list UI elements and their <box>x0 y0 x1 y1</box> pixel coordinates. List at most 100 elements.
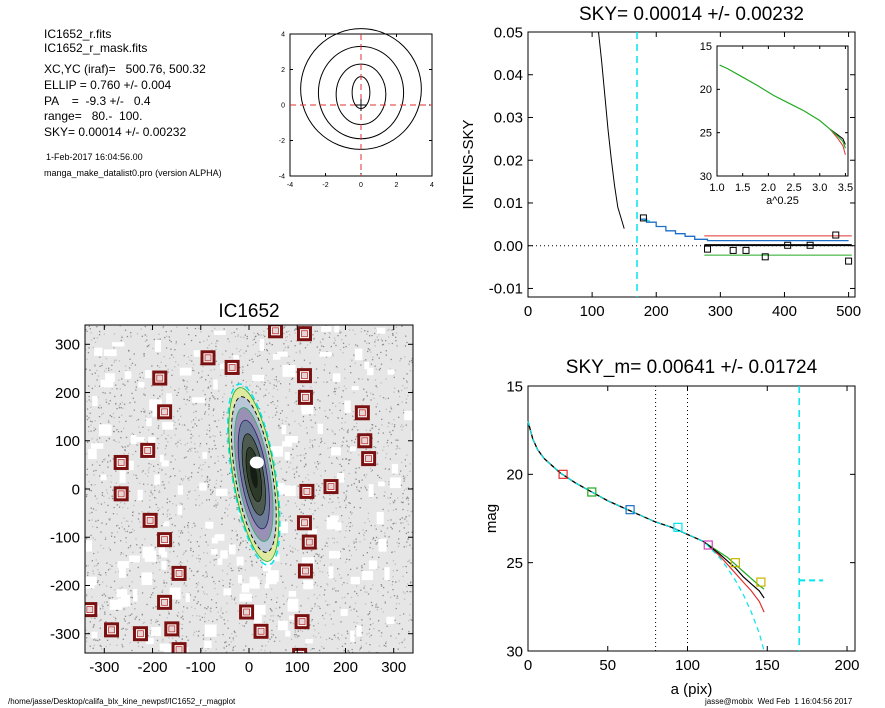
noise-pixel <box>229 579 232 581</box>
noise-pixel <box>121 378 123 380</box>
noise-pixel <box>227 627 229 629</box>
noise-pixel <box>292 468 294 470</box>
noise-pixel <box>299 629 302 631</box>
noise-pixel <box>348 517 350 519</box>
noise-pixel <box>303 465 306 468</box>
noise-pixel <box>272 615 274 617</box>
noise-pixel <box>296 636 298 639</box>
noise-pixel <box>257 332 259 335</box>
noise-pixel <box>328 604 330 606</box>
noise-pixel <box>372 537 375 540</box>
noise-pixel <box>358 481 360 483</box>
noise-pixel <box>321 345 323 347</box>
noise-pixel <box>377 441 379 443</box>
masked-patch <box>249 579 260 589</box>
noise-pixel <box>105 440 108 442</box>
noise-pixel <box>208 430 211 432</box>
noise-pixel <box>174 495 176 497</box>
noise-pixel <box>218 390 220 392</box>
noise-pixel <box>315 381 317 384</box>
noise-pixel <box>316 597 318 599</box>
noise-pixel <box>127 452 130 455</box>
noise-pixel <box>90 424 92 426</box>
mask-box-inner <box>302 567 309 575</box>
noise-pixel <box>292 448 294 450</box>
noise-pixel <box>301 630 304 632</box>
mag-title: SKY_m= 0.00641 +/- 0.01724 <box>566 357 818 378</box>
noise-pixel <box>215 448 217 450</box>
noise-pixel <box>318 493 320 495</box>
noise-pixel <box>363 534 365 537</box>
noise-pixel <box>242 540 244 542</box>
noise-pixel <box>369 335 371 337</box>
noise-pixel <box>394 424 396 426</box>
noise-pixel <box>395 607 397 610</box>
noise-pixel <box>406 373 408 375</box>
galaxy-isophote <box>227 383 281 566</box>
noise-pixel <box>245 350 247 352</box>
noise-pixel <box>303 359 306 361</box>
noise-pixel <box>389 458 391 460</box>
noise-pixel <box>407 487 409 489</box>
noise-pixel <box>334 388 336 390</box>
inset-x-tick-label: 2.0 <box>761 182 776 194</box>
noise-pixel <box>346 445 348 447</box>
noise-pixel <box>108 369 110 371</box>
noise-pixel <box>365 530 367 532</box>
noise-pixel <box>330 563 332 565</box>
noise-pixel <box>109 643 111 646</box>
noise-pixel <box>182 618 184 620</box>
noise-pixel <box>102 547 105 549</box>
noise-pixel <box>370 363 373 365</box>
noise-pixel <box>183 606 185 608</box>
galaxy-x-tick-label: 100 <box>285 659 310 676</box>
noise-pixel <box>393 502 395 504</box>
noise-pixel <box>114 359 116 361</box>
noise-pixel <box>175 641 178 643</box>
noise-pixel <box>233 495 235 497</box>
noise-pixel <box>405 402 407 404</box>
noise-pixel <box>265 428 267 430</box>
noise-pixel <box>132 511 134 513</box>
noise-pixel <box>209 561 211 563</box>
noise-pixel <box>310 550 312 552</box>
masked-patch <box>302 557 314 568</box>
noise-pixel <box>333 578 335 580</box>
noise-pixel <box>393 376 395 378</box>
galaxy-title: IC1652 <box>218 301 279 322</box>
galaxy-y-tick-label: -300 <box>50 626 80 643</box>
noise-pixel <box>372 538 374 541</box>
noise-pixel <box>173 424 175 426</box>
noise-pixel <box>201 616 203 619</box>
noise-pixel <box>295 328 297 330</box>
noise-pixel <box>191 367 194 369</box>
noise-pixel <box>230 567 232 569</box>
noise-pixel <box>236 535 238 537</box>
noise-pixel <box>387 510 390 512</box>
noise-pixel <box>231 570 233 572</box>
noise-pixel <box>402 508 404 511</box>
noise-pixel <box>211 342 213 344</box>
noise-pixel <box>271 636 273 638</box>
noise-pixel <box>175 640 177 642</box>
noise-pixel <box>310 649 312 651</box>
noise-pixel <box>142 470 144 472</box>
noise-pixel <box>208 403 210 406</box>
noise-pixel <box>96 498 98 500</box>
masked-patch <box>92 396 98 407</box>
noise-pixel <box>353 391 355 394</box>
noise-pixel <box>325 541 327 544</box>
noise-pixel <box>378 369 380 371</box>
noise-pixel <box>120 394 122 396</box>
noise-pixel <box>376 463 379 465</box>
noise-pixel <box>198 456 201 458</box>
noise-pixel <box>402 409 405 411</box>
noise-pixel <box>107 569 110 571</box>
info-line-6: range= 80.- 100. <box>44 109 143 123</box>
noise-pixel <box>373 446 375 448</box>
noise-pixel <box>193 370 195 372</box>
noise-pixel <box>392 509 395 511</box>
noise-pixel <box>91 373 93 375</box>
noise-pixel <box>312 426 314 428</box>
noise-pixel <box>345 637 347 639</box>
